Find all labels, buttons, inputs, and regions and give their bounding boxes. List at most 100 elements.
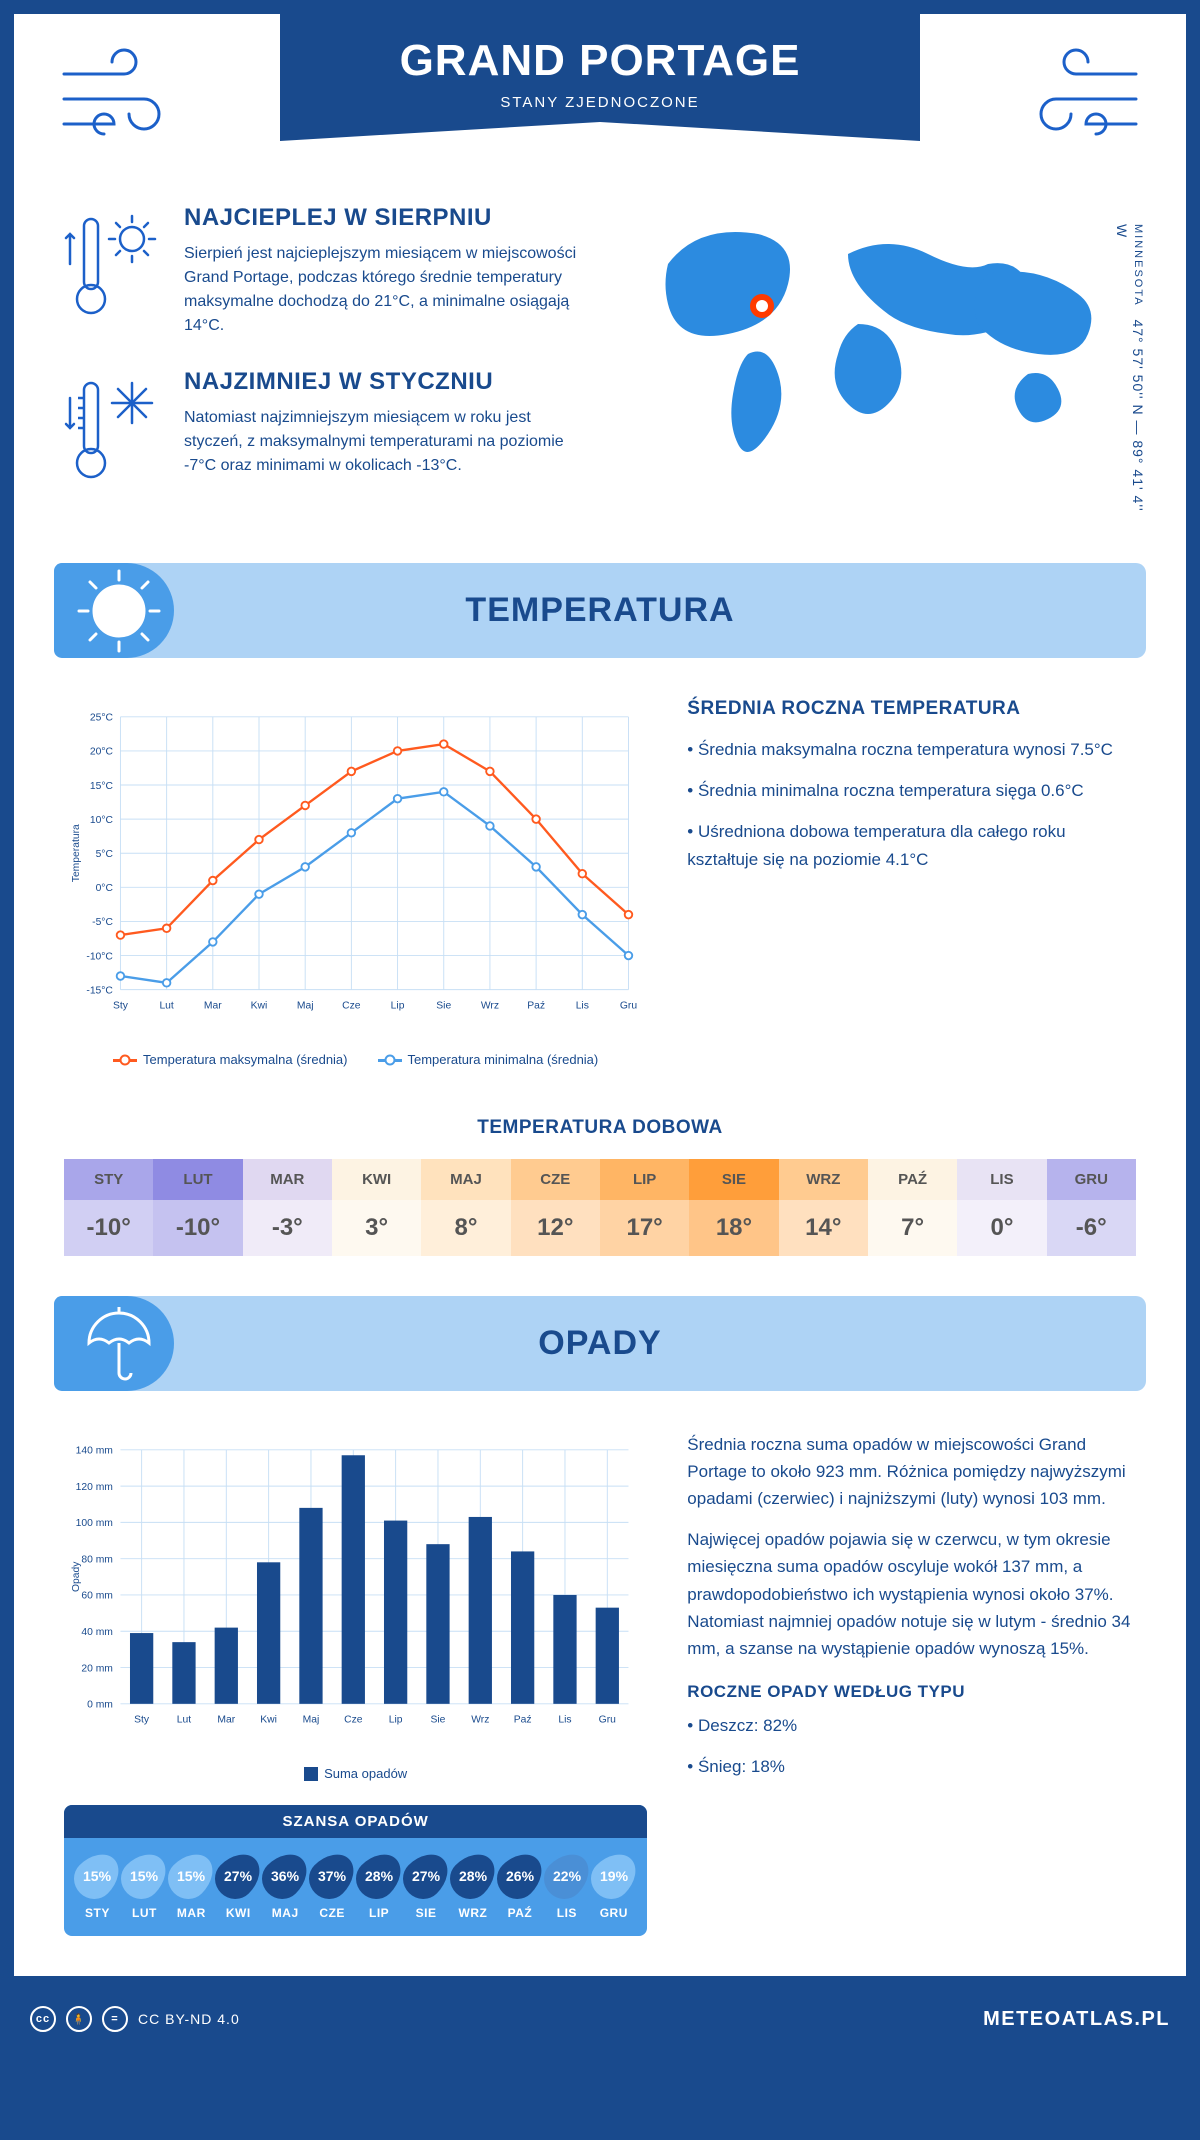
footer: cc 🧍 = CC BY-ND 4.0 METEOATLAS.PL <box>0 1990 1200 2048</box>
map-marker-icon <box>750 294 774 318</box>
svg-text:10°C: 10°C <box>90 815 114 826</box>
svg-text:120 mm: 120 mm <box>76 1482 113 1493</box>
svg-text:Sty: Sty <box>113 1000 129 1011</box>
svg-text:Lis: Lis <box>558 1714 571 1725</box>
site-name: METEOATLAS.PL <box>983 2008 1170 2031</box>
svg-text:Sie: Sie <box>436 1000 451 1011</box>
chance-cell: 15%STY <box>74 1852 121 1920</box>
daily-temp-cell: PAŹ 7° <box>868 1159 957 1256</box>
raindrop-icon: 37% <box>301 1845 363 1907</box>
raindrop-icon: 36% <box>254 1845 316 1907</box>
warmest-text: Sierpień jest najcieplejszym miesiącem w… <box>184 242 580 338</box>
coldest-block: NAJZIMNIEJ W STYCZNIU Natomiast najzimni… <box>64 368 580 493</box>
daily-temp-cell: LIS 0° <box>957 1159 1046 1256</box>
chance-cell: 37%CZE <box>309 1852 356 1920</box>
raindrop-icon: 15% <box>66 1845 128 1907</box>
nd-icon: = <box>102 2006 128 2032</box>
page-title: GRAND PORTAGE <box>280 36 920 86</box>
svg-text:60 mm: 60 mm <box>81 1590 113 1601</box>
wind-icon <box>54 44 184 149</box>
svg-text:Wrz: Wrz <box>481 1000 499 1011</box>
precip-banner: OPADY <box>54 1296 1146 1391</box>
raindrop-icon: 27% <box>207 1845 269 1907</box>
chance-cell: 26%PAŹ <box>496 1852 543 1920</box>
daily-temp-cell: KWI 3° <box>332 1159 421 1256</box>
raindrop-icon: 28% <box>348 1845 410 1907</box>
svg-text:25°C: 25°C <box>90 713 114 724</box>
thermometer-snow-icon <box>64 368 164 493</box>
raindrop-icon: 19% <box>583 1845 645 1907</box>
raindrop-icon: 22% <box>536 1845 598 1907</box>
svg-text:Maj: Maj <box>297 1000 314 1011</box>
svg-text:100 mm: 100 mm <box>76 1518 113 1529</box>
bytype-bullet: • Deszcz: 82% <box>687 1712 1136 1739</box>
precip-summary-para: Średnia roczna suma opadów w miejscowośc… <box>687 1431 1136 1513</box>
legend-item: Temperatura maksymalna (średnia) <box>113 1052 347 1067</box>
svg-text:Cze: Cze <box>342 1000 361 1011</box>
chance-cell: 15%MAR <box>168 1852 215 1920</box>
temperature-banner: TEMPERATURA <box>54 563 1146 658</box>
legend-item: Temperatura minimalna (średnia) <box>378 1052 599 1067</box>
chance-cell: 15%LUT <box>121 1852 168 1920</box>
precip-bytype-title: ROCZNE OPADY WEDŁUG TYPU <box>687 1682 1136 1702</box>
svg-text:Lut: Lut <box>159 1000 173 1011</box>
chance-cell: 27%KWI <box>215 1852 262 1920</box>
daily-temp-cell: LUT -10° <box>153 1159 242 1256</box>
precip-chance-title: SZANSA OPADÓW <box>64 1805 647 1838</box>
title-ribbon: GRAND PORTAGE STANY ZJEDNOCZONE <box>280 14 920 141</box>
svg-text:Maj: Maj <box>303 1714 320 1725</box>
coldest-title: NAJZIMNIEJ W STYCZNIU <box>184 368 580 396</box>
temp-summary-bullet: • Średnia maksymalna roczna temperatura … <box>687 736 1136 763</box>
license: cc 🧍 = CC BY-ND 4.0 <box>30 2006 240 2032</box>
svg-text:Sty: Sty <box>134 1714 150 1725</box>
raindrop-icon: 26% <box>489 1845 551 1907</box>
coldest-text: Natomiast najzimniejszym miesiącem w rok… <box>184 406 580 478</box>
daily-temp-cell: STY -10° <box>64 1159 153 1256</box>
svg-text:Mar: Mar <box>204 1000 222 1011</box>
warmest-title: NAJCIEPLEJ W SIERPNIU <box>184 204 580 232</box>
precip-legend: Suma opadów <box>64 1766 647 1782</box>
warmest-block: NAJCIEPLEJ W SIERPNIU Sierpień jest najc… <box>64 204 580 338</box>
temperature-summary: ŚREDNIA ROCZNA TEMPERATURA • Średnia mak… <box>687 698 1136 887</box>
svg-text:15°C: 15°C <box>90 781 114 792</box>
by-icon: 🧍 <box>66 2006 92 2032</box>
umbrella-icon <box>74 1298 164 1388</box>
chance-cell: 19%GRU <box>590 1852 637 1920</box>
chance-cell: 22%LIS <box>543 1852 590 1920</box>
map-coords: MINNESOTA 47° 57' 50'' N — 89° 41' 4'' W <box>1114 224 1146 523</box>
precip-summary: Średnia roczna suma opadów w miejscowośc… <box>687 1431 1136 1795</box>
daily-temp-grid: STY -10°LUT -10°MAR -3°KWI 3°MAJ 8°CZE 1… <box>64 1159 1136 1256</box>
bytype-bullet: • Śnieg: 18% <box>687 1753 1136 1780</box>
page-subtitle: STANY ZJEDNOCZONE <box>280 94 920 111</box>
chance-cell: 27%SIE <box>403 1852 450 1920</box>
svg-text:0 mm: 0 mm <box>87 1699 113 1710</box>
map-region: MINNESOTA <box>1132 224 1144 307</box>
svg-text:Kwi: Kwi <box>260 1714 277 1725</box>
raindrop-icon: 27% <box>395 1845 457 1907</box>
precip-summary-para: Najwięcej opadów pojawia się w czerwcu, … <box>687 1526 1136 1662</box>
precip-chance-strip: SZANSA OPADÓW 15%STY15%LUT15%MAR27%KWI36… <box>64 1805 647 1936</box>
svg-text:Sie: Sie <box>430 1714 445 1725</box>
chance-cell: 36%MAJ <box>262 1852 309 1920</box>
svg-text:Lut: Lut <box>177 1714 191 1725</box>
svg-text:-15°C: -15°C <box>86 985 113 996</box>
daily-temp-cell: WRZ 14° <box>779 1159 868 1256</box>
world-map-svg <box>620 204 1136 464</box>
svg-text:Opady: Opady <box>71 1560 82 1591</box>
world-map: MINNESOTA 47° 57' 50'' N — 89° 41' 4'' W <box>620 204 1136 523</box>
raindrop-icon: 15% <box>160 1845 222 1907</box>
temperature-banner-label: TEMPERATURA <box>465 591 734 629</box>
temp-summary-title: ŚREDNIA ROCZNA TEMPERATURA <box>687 698 1136 720</box>
svg-text:Gru: Gru <box>620 1000 637 1011</box>
svg-text:20 mm: 20 mm <box>81 1663 113 1674</box>
thermometer-sun-icon <box>64 204 164 338</box>
chance-cell: 28%WRZ <box>450 1852 497 1920</box>
svg-text:Temperatura: Temperatura <box>71 824 82 882</box>
svg-text:Lis: Lis <box>576 1000 589 1011</box>
raindrop-icon: 15% <box>113 1845 175 1907</box>
temp-summary-bullet: • Średnia minimalna roczna temperatura s… <box>687 777 1136 804</box>
precip-banner-label: OPADY <box>538 1324 661 1362</box>
svg-text:Lip: Lip <box>391 1000 405 1011</box>
svg-text:20°C: 20°C <box>90 747 114 758</box>
cc-icon: cc <box>30 2006 56 2032</box>
